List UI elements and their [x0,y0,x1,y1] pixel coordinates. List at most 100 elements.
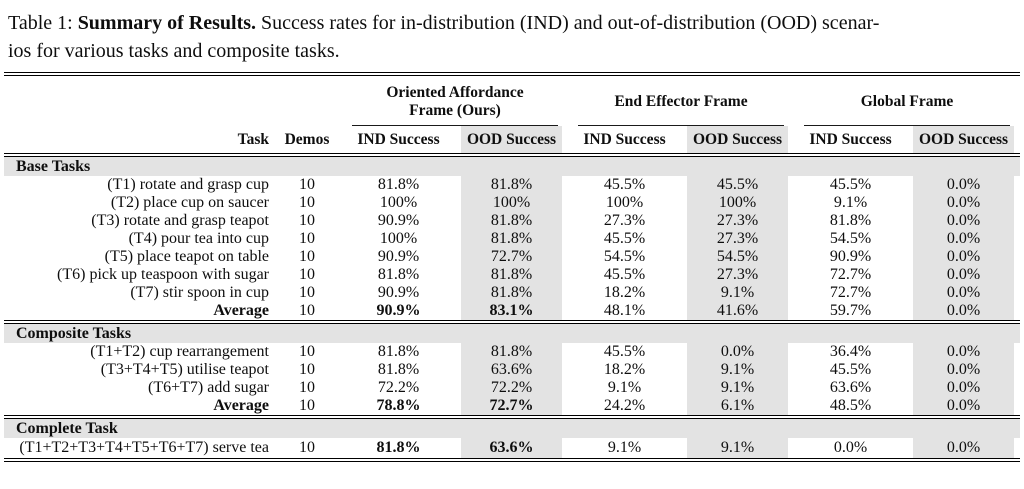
caption-label: Table 1: [8,12,73,34]
caption-text: Success rates for in-distribution (IND) … [261,12,880,34]
table-row: (T4) pour tea into cup 10 100% 81.8% 45.… [4,230,1020,248]
value-cell: 45.5% [603,176,646,193]
demos-cell: 10 [299,284,315,301]
table-row-average: Average 10 78.8% 72.7% 24.2% 6.1% 48.5% … [4,397,1020,417]
value-cell: 18.2% [603,361,646,378]
task-cell: (T3+T4+T5) utilise teapot [100,361,269,378]
value-cell: 81.8% [455,266,568,284]
task-cell: (T1) rotate and grasp cup [107,176,269,193]
value-cell: 81.8% [342,438,455,462]
demos-cell: 10 [299,343,315,360]
value-cell: 0.0% [681,343,794,361]
value-cell: 63.6% [829,379,872,396]
value-cell: 45.5% [603,343,646,360]
table-row: (T3+T4+T5) utilise teapot 10 81.8% 63.6%… [4,361,1020,379]
value-cell: 0.0% [794,438,908,462]
value-cell: 45.5% [829,361,872,378]
demos-cell: 10 [299,302,315,319]
task-cell: Average [213,397,269,414]
table-row: (T2) place cup on saucer 10 100% 100% 10… [4,194,1020,212]
group-oaf-label: Oriented Affordance Frame (Ours) [352,79,559,126]
value-cell: 0.0% [907,438,1021,462]
header-oaf-ood: OOD Success [455,126,569,157]
demos-cell: 10 [299,397,315,414]
caption-title: Summary of Results. [77,12,257,34]
value-cell: 45.5% [603,266,646,283]
table-caption: Table 1: Summary of Results. Success rat… [8,9,1016,65]
table-row: (T1) rotate and grasp cup 10 81.8% 81.8%… [4,176,1020,194]
demos-cell: 10 [299,248,315,265]
header-oaf-ind: IND Success [342,126,455,157]
value-cell: 100% [379,230,418,247]
value-cell: 0.0% [907,194,1020,212]
group-ee: End Effector Frame [568,72,795,126]
table-row: (T6) pick up teaspoon with sugar 10 81.8… [4,266,1020,284]
table-row: (T7) stir spoon in cup 10 90.9% 81.8% 18… [4,284,1020,302]
value-cell: 24.2% [603,397,646,414]
value-cell: 0.0% [907,230,1020,248]
value-cell: 81.8% [455,176,568,194]
value-cell: 9.1% [681,361,794,379]
table-row: (T3) rotate and grasp teapot 10 90.9% 81… [4,212,1020,230]
value-cell: 90.9% [377,248,420,265]
value-cell: 27.3% [681,230,794,248]
task-cell: (T5) place teapot on table [104,248,269,265]
value-cell: 0.0% [907,212,1020,230]
value-cell: 78.8% [376,397,421,414]
value-cell: 45.5% [829,176,872,193]
value-cell: 72.7% [455,248,568,266]
group-oaf-line2: Frame (Ours) [409,101,501,119]
value-cell: 90.9% [377,284,420,301]
value-cell: 0.0% [907,343,1020,361]
table-row: (T5) place teapot on table 10 90.9% 72.7… [4,248,1020,266]
group-ee-label: End Effector Frame [578,79,785,126]
header-ee-ood: OOD Success [681,126,795,157]
value-cell: 72.2% [455,379,568,397]
value-cell: 81.8% [377,343,420,360]
value-cell: 9.1% [681,379,794,397]
value-cell: 0.0% [907,176,1020,194]
group-global: Global Frame [794,72,1021,126]
value-cell: 0.0% [907,397,1020,417]
value-cell: 100% [455,194,568,212]
demos-cell: 10 [299,194,315,211]
group-global-label: Global Frame [804,79,1011,126]
table-row: (T1+T2) cup rearrangement 10 81.8% 81.8%… [4,343,1020,361]
section-title: Composite Tasks [4,320,1021,343]
results-table: Oriented Affordance Frame (Ours) End Eff… [4,72,1021,462]
value-cell: 81.8% [455,212,568,230]
table-row: (T6+T7) add sugar 10 72.2% 72.2% 9.1% 9.… [4,379,1020,397]
value-cell: 59.7% [829,302,872,319]
section-header-composite-tasks: Composite Tasks [4,320,1021,343]
demos-cell: 10 [299,361,315,378]
value-cell: 81.8% [455,284,568,302]
value-cell: 0.0% [907,379,1020,397]
value-cell: 90.9% [376,302,421,319]
value-cell: 72.7% [455,397,568,417]
task-cell: (T7) stir spoon in cup [130,284,269,301]
value-cell: 0.0% [907,302,1020,322]
value-cell: 81.8% [829,212,872,229]
value-cell: 27.3% [603,212,646,229]
value-cell: 100% [379,194,418,211]
value-cell: 0.0% [907,266,1020,284]
value-cell: 100% [681,194,794,212]
task-cell: (T4) pour tea into cup [128,230,269,247]
value-cell: 0.0% [907,284,1020,302]
group-oaf-line1: Oriented Affordance [386,83,524,101]
value-cell: 63.6% [455,361,568,379]
value-cell: 48.5% [829,397,872,414]
value-cell: 72.2% [377,379,420,396]
group-header-row: Oriented Affordance Frame (Ours) End Eff… [4,72,1021,126]
value-cell: 81.8% [377,361,420,378]
value-cell: 9.1% [681,284,794,302]
value-cell: 54.5% [829,230,872,247]
value-cell: 27.3% [681,212,794,230]
value-cell: 90.9% [377,212,420,229]
value-cell: 36.4% [829,343,872,360]
header-ee-ind: IND Success [568,126,682,157]
value-cell: 81.8% [377,176,420,193]
demos-cell: 10 [299,176,315,193]
caption-line-1: Table 1: Summary of Results. Success rat… [8,9,1016,37]
value-cell: 41.6% [681,302,794,322]
